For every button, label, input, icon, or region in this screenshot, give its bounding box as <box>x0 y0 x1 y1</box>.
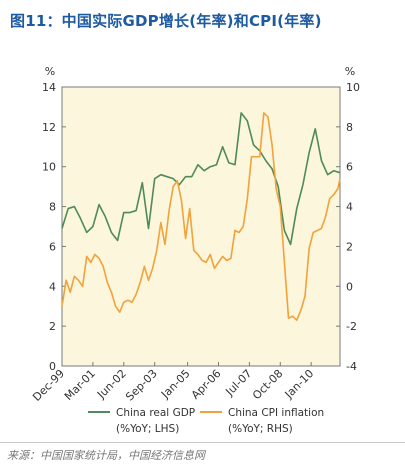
x-tick-label: Sep-03 <box>123 367 160 404</box>
plot-area <box>61 86 341 367</box>
x-tick-label: Apr-06 <box>189 367 224 402</box>
chart-frame: 0 2 4 6 8 10 12 14 -4 -2 0 2 4 6 8 10 Dec-99 Mar-01 Jun-… <box>0 40 405 443</box>
left-tick-label: 4 <box>49 280 56 293</box>
left-tick-label: 0 <box>49 360 56 373</box>
right-tick-label: 10 <box>346 81 360 94</box>
title-bar: 图11：中国实际GDP增长(年率)和CPI(年率) <box>0 0 405 41</box>
right-tick-label: 2 <box>346 240 353 253</box>
right-axis-unit: % <box>345 65 355 78</box>
right-tick-label: 0 <box>346 280 353 293</box>
left-tick-label: 8 <box>49 201 56 214</box>
x-tick-label: Jan-10 <box>282 367 317 402</box>
legend: China real GDP (%YoY; LHS) China CPI inf… <box>88 407 324 435</box>
right-tick-label: 8 <box>346 121 353 134</box>
source-note: 来源：中国国家统计局，中国经济信息网 <box>7 449 205 462</box>
right-tick-label: -4 <box>346 360 357 373</box>
right-tick-label: 6 <box>346 161 353 174</box>
series-line-gdp <box>61 112 341 246</box>
right-tick-label: 4 <box>346 201 353 214</box>
series-line-cpi <box>61 112 341 321</box>
legend-sublabel-gdp: (%YoY; LHS) <box>116 423 179 435</box>
x-tick-label: Jun-02 <box>94 367 129 402</box>
x-tick-label: Jan-05 <box>158 367 193 402</box>
legend-label-gdp: China real GDP <box>116 407 195 419</box>
legend-label-cpi: China CPI inflation <box>228 407 324 419</box>
left-tick-label: 6 <box>49 240 56 253</box>
left-tick-label: 10 <box>42 161 56 174</box>
left-tick-label: 14 <box>42 81 56 94</box>
figure-title: 图11：中国实际GDP增长(年率)和CPI(年率) <box>10 12 322 30</box>
x-tick-label: Oct-08 <box>250 367 285 402</box>
left-axis-ticks: 0 2 4 6 8 10 12 14 <box>42 81 66 373</box>
x-tick-label: Mar-01 <box>62 367 98 403</box>
legend-sublabel-cpi: (%YoY; RHS) <box>228 423 293 435</box>
line-chart: 0 2 4 6 8 10 12 14 -4 -2 0 2 4 6 8 10 Dec-99Mar-01Jun-… <box>30 65 360 435</box>
right-axis-ticks: -4 -2 0 2 4 6 8 10 <box>336 81 360 373</box>
right-tick-label: -2 <box>346 320 357 333</box>
left-tick-label: 12 <box>42 121 56 134</box>
left-axis-unit: % <box>45 65 55 78</box>
left-tick-label: 2 <box>49 320 56 333</box>
